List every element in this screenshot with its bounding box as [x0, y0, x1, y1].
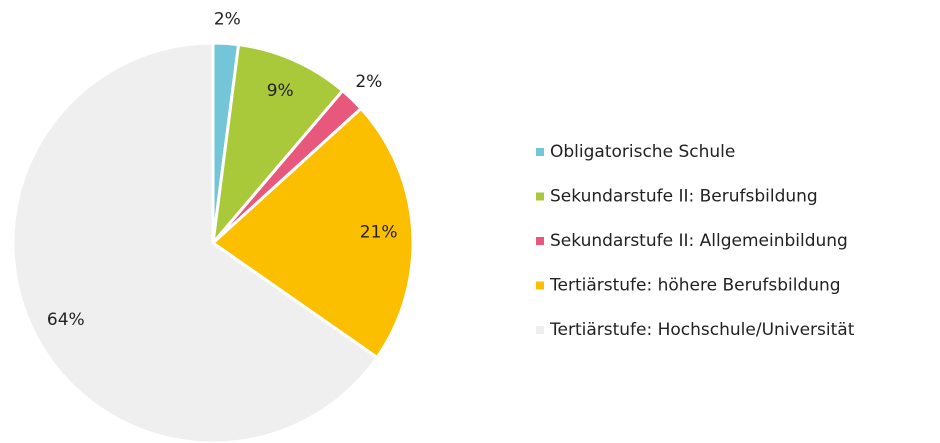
legend-swatch — [536, 326, 544, 334]
legend-label: Sekundarstufe II: Berufsbildung — [550, 187, 818, 207]
pie-slice — [210, 106, 415, 360]
legend-swatch — [536, 148, 544, 156]
data-label: 21% — [360, 222, 398, 242]
data-label: 9% — [267, 81, 294, 101]
legend-label: Tertiärstufe: Hochschule/Universität — [549, 320, 855, 340]
data-label: 64% — [47, 310, 85, 330]
pie-slice — [210, 42, 345, 248]
legend-swatch — [536, 192, 544, 201]
legend-swatch — [536, 237, 544, 245]
data-label: 2% — [214, 9, 241, 29]
data-label: 2% — [355, 72, 382, 92]
legend-label: Tertiärstufe: höhere Berufsbildung — [549, 276, 841, 296]
legend-label: Obligatorische Schule — [550, 142, 735, 162]
pie-slice — [11, 41, 380, 443]
legend-swatch — [536, 281, 544, 290]
legend-label: Sekundarstufe II: Allgemeinbildung — [550, 231, 848, 251]
